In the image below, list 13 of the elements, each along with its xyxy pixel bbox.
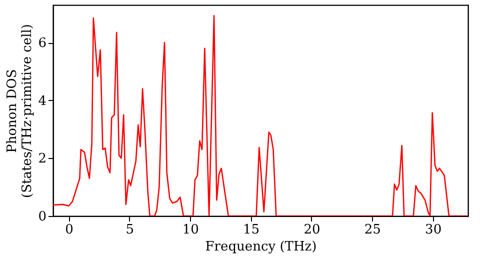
x-tick-label: 30 [425,222,442,238]
y-tick-label: 0 [38,210,46,224]
x-tick-label: 0 [65,222,74,238]
x-tick-label: 25 [364,222,381,238]
x-tick-label: 15 [243,222,260,238]
x-tick-label: 5 [126,222,134,238]
y-tick-label: 2 [38,152,46,167]
x-axis-title: Frequency (THz) [205,240,317,254]
x-tick-label: 20 [304,222,320,238]
y-axis-title: Phonon DOS (States/THz·primitive cell) [5,24,36,198]
x-tick-label: 10 [182,222,199,238]
y-tick-label: 6 [38,36,46,52]
y-tick-label: 4 [38,94,46,109]
